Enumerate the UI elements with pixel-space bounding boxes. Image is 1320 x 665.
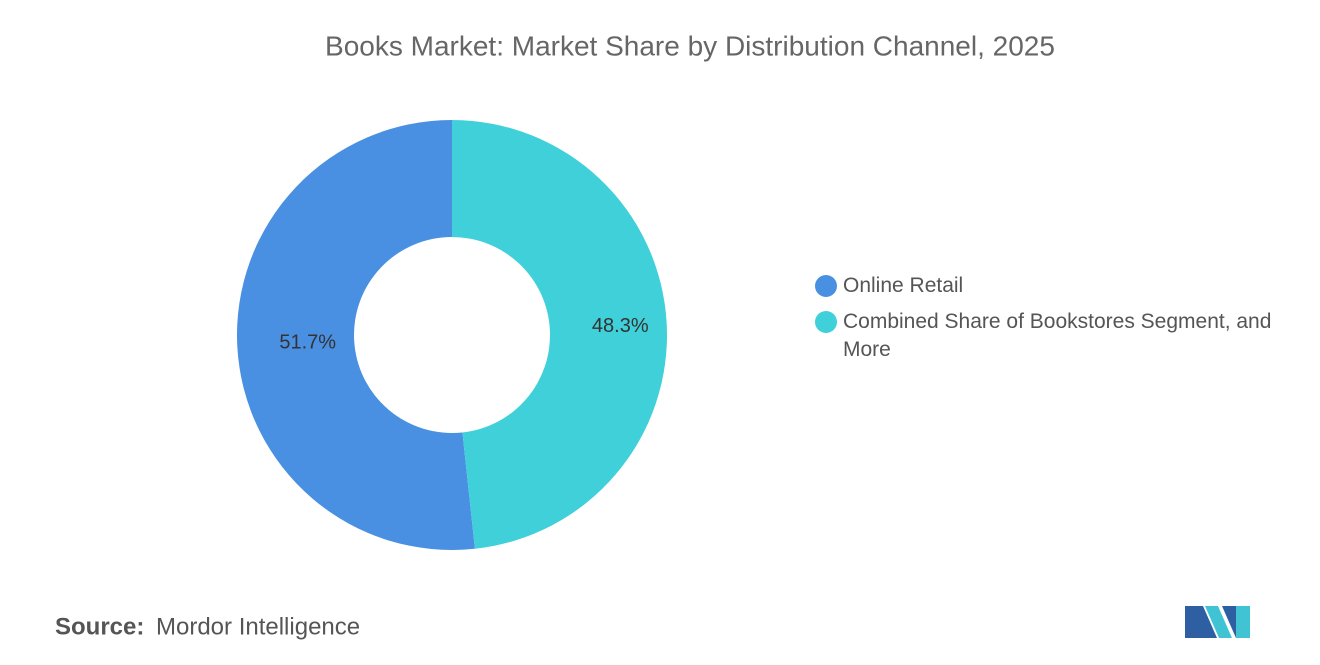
legend: Online Retail Combined Share of Bookstore… — [815, 272, 1310, 372]
source: Mordor Intelligence — [156, 613, 360, 640]
legend-item: Combined Share of Bookstores Segment, an… — [815, 308, 1310, 364]
source-label: Source: — [55, 613, 144, 640]
value-label: 51.7% — [279, 332, 336, 354]
legend-label: Combined Share of Bookstores Segment, an… — [843, 310, 1272, 361]
legend-item: Online Retail — [815, 272, 1310, 300]
legend-swatch — [815, 311, 837, 333]
logo — [1185, 606, 1250, 638]
slice — [452, 120, 667, 549]
donut: 51.7% 48.3% — [236, 120, 667, 551]
legend-label: Online Retail — [843, 274, 964, 297]
chart-title: Books Market: Market Share by Distributi… — [325, 30, 1055, 61]
value-label: 48.3% — [592, 315, 649, 337]
legend-swatch — [815, 275, 837, 297]
slice — [236, 120, 475, 551]
